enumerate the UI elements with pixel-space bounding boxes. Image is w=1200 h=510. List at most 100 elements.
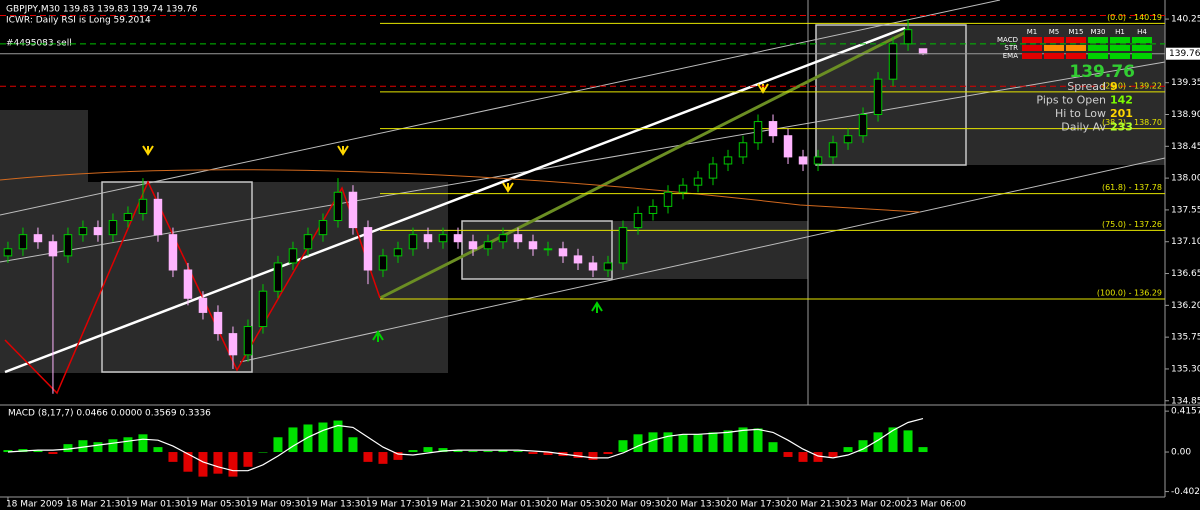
candle-body [708, 163, 718, 179]
macd-bar [33, 450, 43, 453]
macd-signal [7, 418, 924, 472]
macd-bar [843, 447, 853, 453]
candle-body [48, 241, 58, 257]
candle-body [843, 135, 853, 144]
candle-body [453, 234, 463, 243]
candle-body [603, 262, 613, 271]
macd-bar [228, 452, 238, 477]
candle-body [333, 191, 343, 222]
candle-body [108, 220, 118, 236]
signal-cell [1044, 37, 1064, 43]
candle-body [33, 234, 43, 243]
macd-bar [348, 437, 358, 453]
candle-body [888, 43, 898, 80]
fib-label: (75.0) - 137.26 [1102, 220, 1162, 229]
y-tick-label: 140.25 [1171, 15, 1200, 25]
macd-bar [168, 452, 178, 462]
macd-bar [318, 422, 328, 453]
x-tick-label: 19 Mar 17:30 [366, 500, 426, 510]
macd-bar [663, 432, 673, 453]
x-tick-label: 20 Mar 05:30 [546, 500, 606, 510]
macd-bar [798, 452, 808, 462]
stat-label: Pips to Open [1036, 94, 1106, 107]
y-tick-label: 138.00 [1171, 174, 1200, 184]
chart-title: GBPJPY,M30 139.83 139.83 139.74 139.76 [6, 5, 198, 15]
price-tag [1166, 47, 1200, 60]
current-price: 139.76 [1069, 62, 1135, 82]
macd-bar [48, 452, 58, 455]
timeframe-label: H4 [1137, 28, 1147, 36]
macd-bar [633, 434, 643, 453]
macd-bar [783, 452, 793, 457]
down-arrow [142, 145, 154, 156]
macd-y-tick-label: 0.4157 [1171, 407, 1200, 417]
macd-bar [753, 428, 763, 453]
macd-bar [108, 439, 118, 453]
candle-body [168, 234, 178, 271]
macd-bar [483, 451, 493, 453]
candle-body [828, 142, 838, 158]
x-tick-label: 19 Mar 21:30 [426, 500, 486, 510]
macd-bar [183, 452, 193, 472]
fib-label: (25.0) - 139.22 [1102, 81, 1162, 90]
candle-body [63, 234, 73, 257]
macd-bar [588, 452, 598, 460]
x-tick-label: 18 Mar 21:30 [66, 500, 126, 510]
macd-bar [378, 452, 388, 464]
y-tick-label: 136.65 [1171, 269, 1200, 279]
candle-body [588, 262, 598, 271]
macd-bar [393, 452, 403, 460]
fib-label: (0.0) - 140.19 [1107, 13, 1162, 22]
macd-bar [648, 432, 658, 453]
macd-bar [573, 452, 583, 458]
fib-label: (38.2) - 138.70 [1102, 118, 1162, 127]
timeframe-label: H1 [1115, 28, 1125, 36]
x-tick-label: 19 Mar 13:30 [306, 500, 366, 510]
macd-bar [123, 437, 133, 453]
zone [0, 110, 88, 182]
candle-body [123, 212, 133, 222]
candle-body [858, 114, 868, 137]
trendline [4, 26, 906, 374]
macd-bar [78, 440, 88, 453]
candle-body [408, 234, 418, 250]
macd-bar [618, 440, 628, 453]
macd-bar [873, 432, 883, 453]
macd-bar [468, 451, 478, 453]
candle-body [93, 227, 103, 236]
signal-cell [1022, 37, 1042, 43]
macd-bar [813, 452, 823, 462]
signal-cell [1066, 45, 1086, 51]
signal-cell [1110, 53, 1130, 59]
macd-bar [903, 430, 913, 453]
signal-cell [1110, 45, 1130, 51]
macd-bar [738, 427, 748, 453]
macd-bar [198, 452, 208, 477]
candle-body [18, 234, 28, 250]
macd-bar [513, 451, 523, 453]
stat-value: 233 [1110, 121, 1133, 134]
range-box [815, 24, 967, 166]
candle-body [378, 255, 388, 271]
x-tick-label: 23 Mar 06:00 [906, 500, 966, 510]
candle-body [273, 262, 283, 292]
candle-body [783, 135, 793, 158]
macd-bar [693, 434, 703, 453]
candle-body [183, 269, 193, 299]
timeframe-label: M1 [1027, 28, 1038, 36]
candle-body [213, 311, 223, 335]
zigzag [4, 180, 381, 395]
macd-bar [423, 447, 433, 453]
candle-body [483, 241, 493, 250]
candle-body [543, 248, 553, 251]
candle-body [363, 227, 373, 271]
x-tick-label: 20 Mar 09:30 [606, 500, 666, 510]
y-tick-label: 139.35 [1171, 78, 1200, 88]
candle-body [438, 234, 448, 243]
macd-bar [363, 452, 373, 462]
candle-body [723, 156, 733, 165]
candle-body [228, 333, 238, 356]
candle-body [798, 156, 808, 165]
macd-bar [498, 450, 508, 453]
y-tick-label: 138.90 [1171, 110, 1200, 120]
